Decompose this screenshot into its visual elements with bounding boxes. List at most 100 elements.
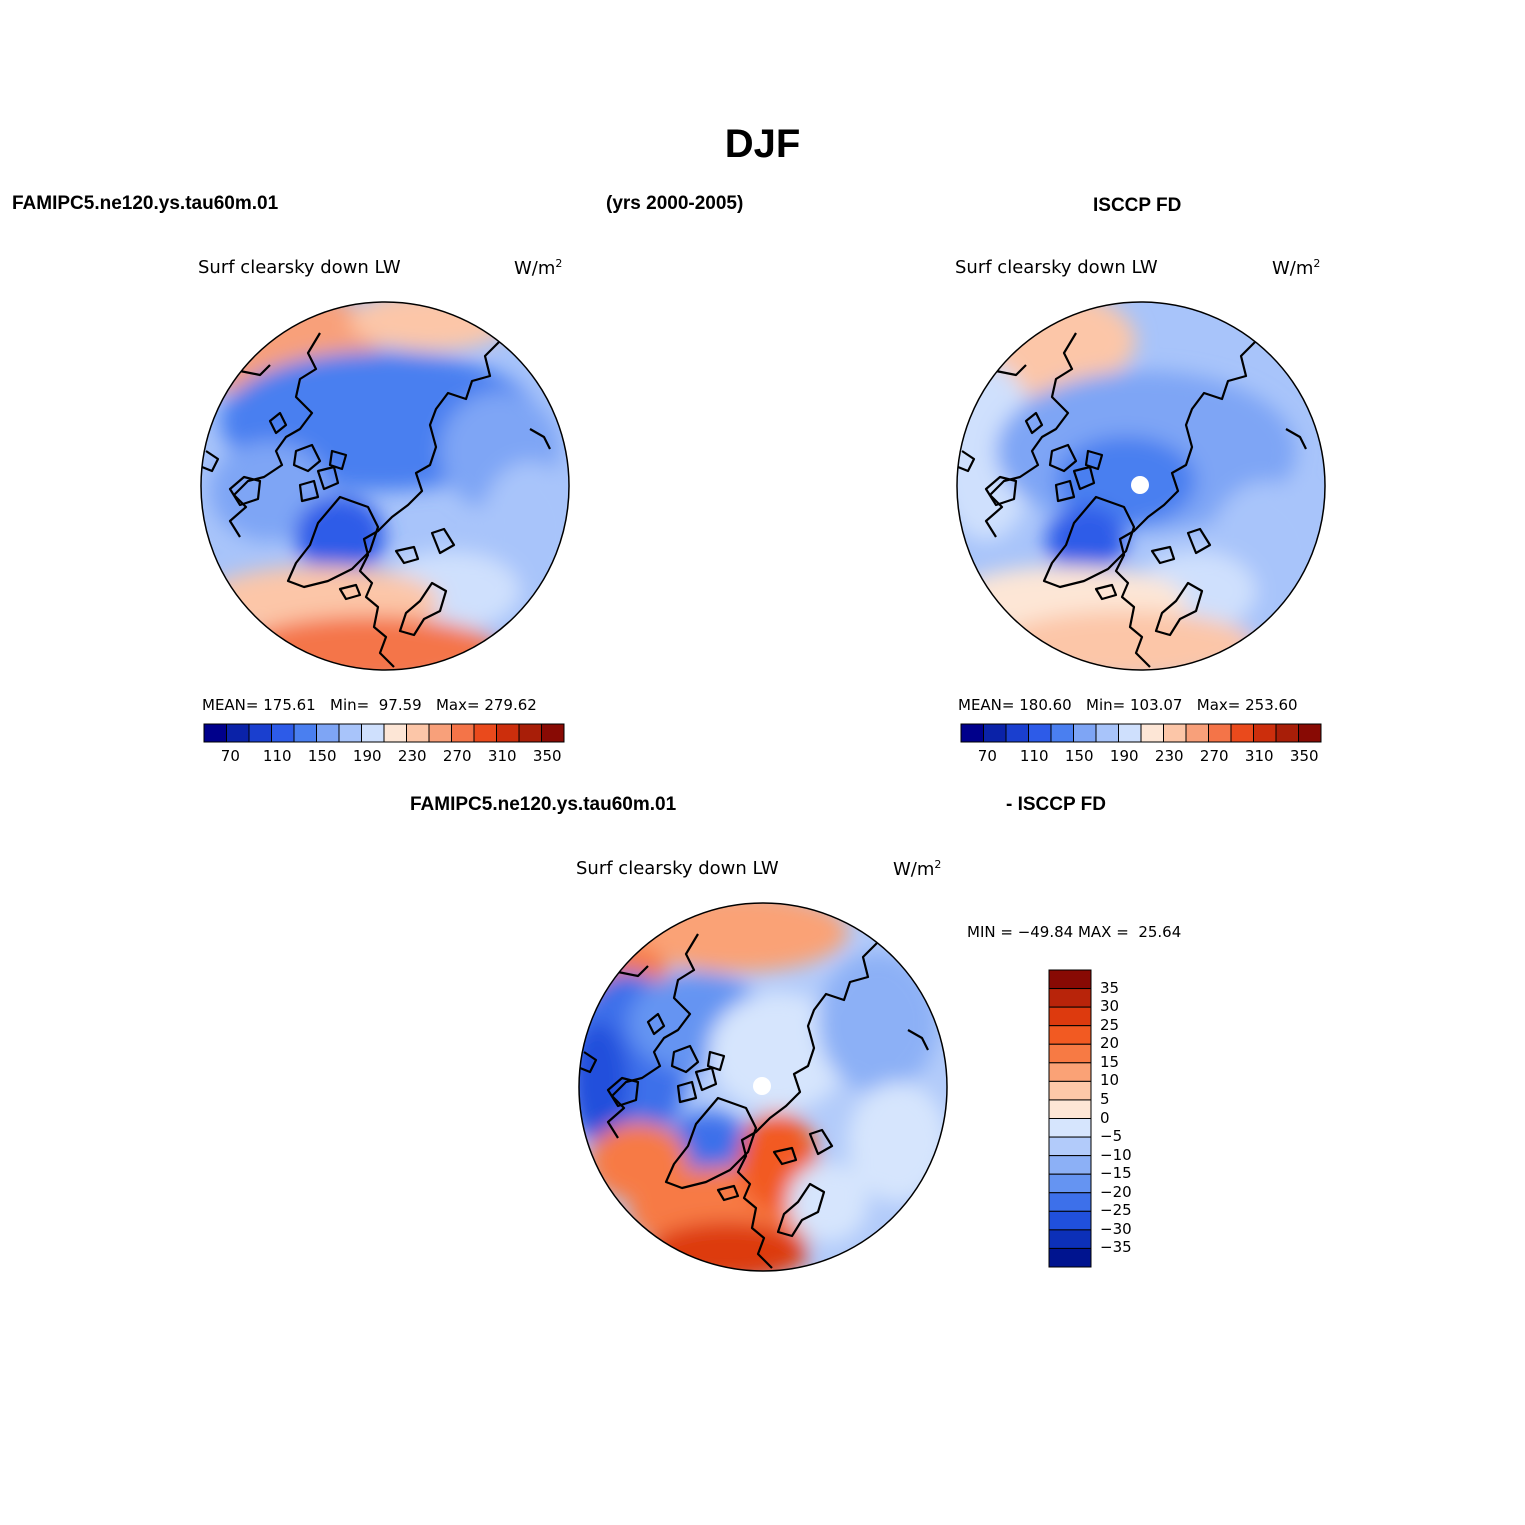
colorbar-tick-label: −25 (1100, 1201, 1132, 1220)
colorbar-tick-label: 20 (1100, 1034, 1120, 1053)
colorbar-swatch (1048, 1192, 1092, 1212)
colorbar-swatch (316, 723, 340, 743)
colorbar-swatch (541, 723, 565, 743)
colorbar-swatch (1048, 1043, 1092, 1064)
model-polar-map (200, 301, 570, 671)
obs-colorbar (960, 723, 1322, 743)
colorbar-swatch (1048, 1099, 1092, 1119)
colorbar-tick-label: 110 (1019, 747, 1049, 765)
colorbar-swatch (1230, 723, 1254, 743)
colorbar-swatch (1298, 723, 1322, 743)
diff-stats: MIN = −49.84 MAX = 25.64 (967, 923, 1182, 941)
colorbar-tick-label: 110 (262, 747, 292, 765)
colorbar-swatch (1140, 723, 1164, 743)
colorbar-tick-label: 35 (1100, 978, 1120, 997)
obs-panel-units: W/m2 (1272, 257, 1321, 279)
colorbar-swatch (983, 723, 1007, 743)
diff-polar-map (578, 902, 948, 1272)
model-stats: MEAN= 175.61 Min= 97.59 Max= 279.62 (202, 696, 537, 714)
colorbar-swatch (1185, 723, 1209, 743)
colorbar-swatch (1048, 1173, 1092, 1194)
colorbar-tick-label: 230 (397, 747, 427, 765)
colorbar-tick-label: −10 (1100, 1145, 1132, 1164)
colorbar-swatch (1048, 969, 1092, 990)
colorbar-tick-label: 270 (1199, 747, 1229, 765)
colorbar-swatch (1028, 723, 1052, 743)
colorbar-swatch (1163, 723, 1187, 743)
period-label: (yrs 2000-2005) (606, 193, 744, 214)
colorbar-swatch (226, 723, 250, 743)
colorbar-tick-label: 150 (1064, 747, 1094, 765)
colorbar-swatch (248, 723, 272, 743)
colorbar-swatch (361, 723, 385, 743)
colorbar-tick-label: 230 (1154, 747, 1184, 765)
colorbar-tick-label: 0 (1100, 1108, 1110, 1127)
colorbar-swatch (338, 723, 362, 743)
colorbar-tick-label: 310 (1244, 747, 1274, 765)
colorbar-swatch (406, 723, 430, 743)
diff-colorbar (1048, 969, 1092, 1268)
page-title: DJF (724, 122, 801, 166)
colorbar-tick-label: −30 (1100, 1219, 1132, 1238)
colorbar-tick-label: 70 (220, 747, 240, 765)
colorbar-swatch (451, 723, 475, 743)
colorbar-swatch (1048, 1062, 1092, 1082)
diff-colorbar-ticks: 35 30 25 20 15 10 5 0 −5 −10 −15 −20 −25 −30 −35 (1100, 969, 1160, 1269)
colorbar-swatch (960, 723, 984, 743)
colorbar-tick-label: 15 (1100, 1052, 1120, 1071)
colorbar-tick-label: 350 (1289, 747, 1319, 765)
colorbar-swatch (496, 723, 520, 743)
colorbar-tick-label: 10 (1100, 1071, 1120, 1090)
model-panel-title: Surf clearsky down LW (198, 257, 401, 278)
obs-colorbar-ticks: 70 110 150 190 230 270 310 350 (960, 747, 1322, 767)
colorbar-swatch (1095, 723, 1119, 743)
left-case-label: FAMIPC5.ne120.ys.tau60m.01 (12, 193, 279, 214)
colorbar-tick-label: 25 (1100, 1015, 1120, 1034)
colorbar-tick-label: −20 (1100, 1182, 1132, 1201)
diff-right-label: - ISCCP FD (1006, 794, 1106, 815)
colorbar-swatch (1253, 723, 1277, 743)
model-colorbar-ticks: 70 110 150 190 230 270 310 350 (203, 747, 565, 767)
colorbar-tick-label: 5 (1100, 1089, 1110, 1108)
colorbar-swatch (1048, 988, 1092, 1008)
colorbar-swatch (428, 723, 452, 743)
colorbar-tick-label: 310 (487, 747, 517, 765)
obs-panel-title: Surf clearsky down LW (955, 257, 1158, 278)
colorbar-tick-label: 350 (532, 747, 562, 765)
colorbar-swatch (1048, 1118, 1092, 1138)
obs-polar-map (956, 301, 1326, 671)
diff-left-label: FAMIPC5.ne120.ys.tau60m.01 (410, 794, 677, 815)
colorbar-swatch (1275, 723, 1299, 743)
colorbar-tick-label: −35 (1100, 1238, 1132, 1257)
colorbar-swatch (271, 723, 295, 743)
colorbar-swatch (1048, 1247, 1092, 1268)
model-panel-units: W/m2 (514, 257, 563, 279)
diff-panel-title: Surf clearsky down LW (576, 858, 779, 879)
colorbar-swatch (1050, 723, 1074, 743)
colorbar-swatch (1048, 1025, 1092, 1045)
colorbar-tick-label: −5 (1100, 1127, 1123, 1146)
colorbar-swatch (1048, 1229, 1092, 1249)
right-case-label: ISCCP FD (1093, 195, 1182, 216)
colorbar-swatch (518, 723, 542, 743)
colorbar-swatch (383, 723, 407, 743)
colorbar-swatch (1048, 1155, 1092, 1175)
colorbar-swatch (293, 723, 317, 743)
colorbar-tick-label: 270 (442, 747, 472, 765)
obs-stats: MEAN= 180.60 Min= 103.07 Max= 253.60 (958, 696, 1298, 714)
colorbar-tick-label: 70 (977, 747, 997, 765)
colorbar-swatch (1048, 1210, 1092, 1231)
colorbar-swatch (1073, 723, 1097, 743)
colorbar-tick-label: 150 (307, 747, 337, 765)
colorbar-swatch (203, 723, 227, 743)
colorbar-swatch (1048, 1006, 1092, 1027)
colorbar-tick-label: −15 (1100, 1164, 1132, 1183)
colorbar-swatch (473, 723, 497, 743)
colorbar-swatch (1118, 723, 1142, 743)
colorbar-swatch (1048, 1080, 1092, 1101)
diff-panel-units: W/m2 (893, 858, 942, 880)
colorbar-swatch (1005, 723, 1029, 743)
colorbar-tick-label: 190 (1109, 747, 1139, 765)
colorbar-swatch (1048, 1136, 1092, 1157)
colorbar-tick-label: 30 (1100, 997, 1120, 1016)
